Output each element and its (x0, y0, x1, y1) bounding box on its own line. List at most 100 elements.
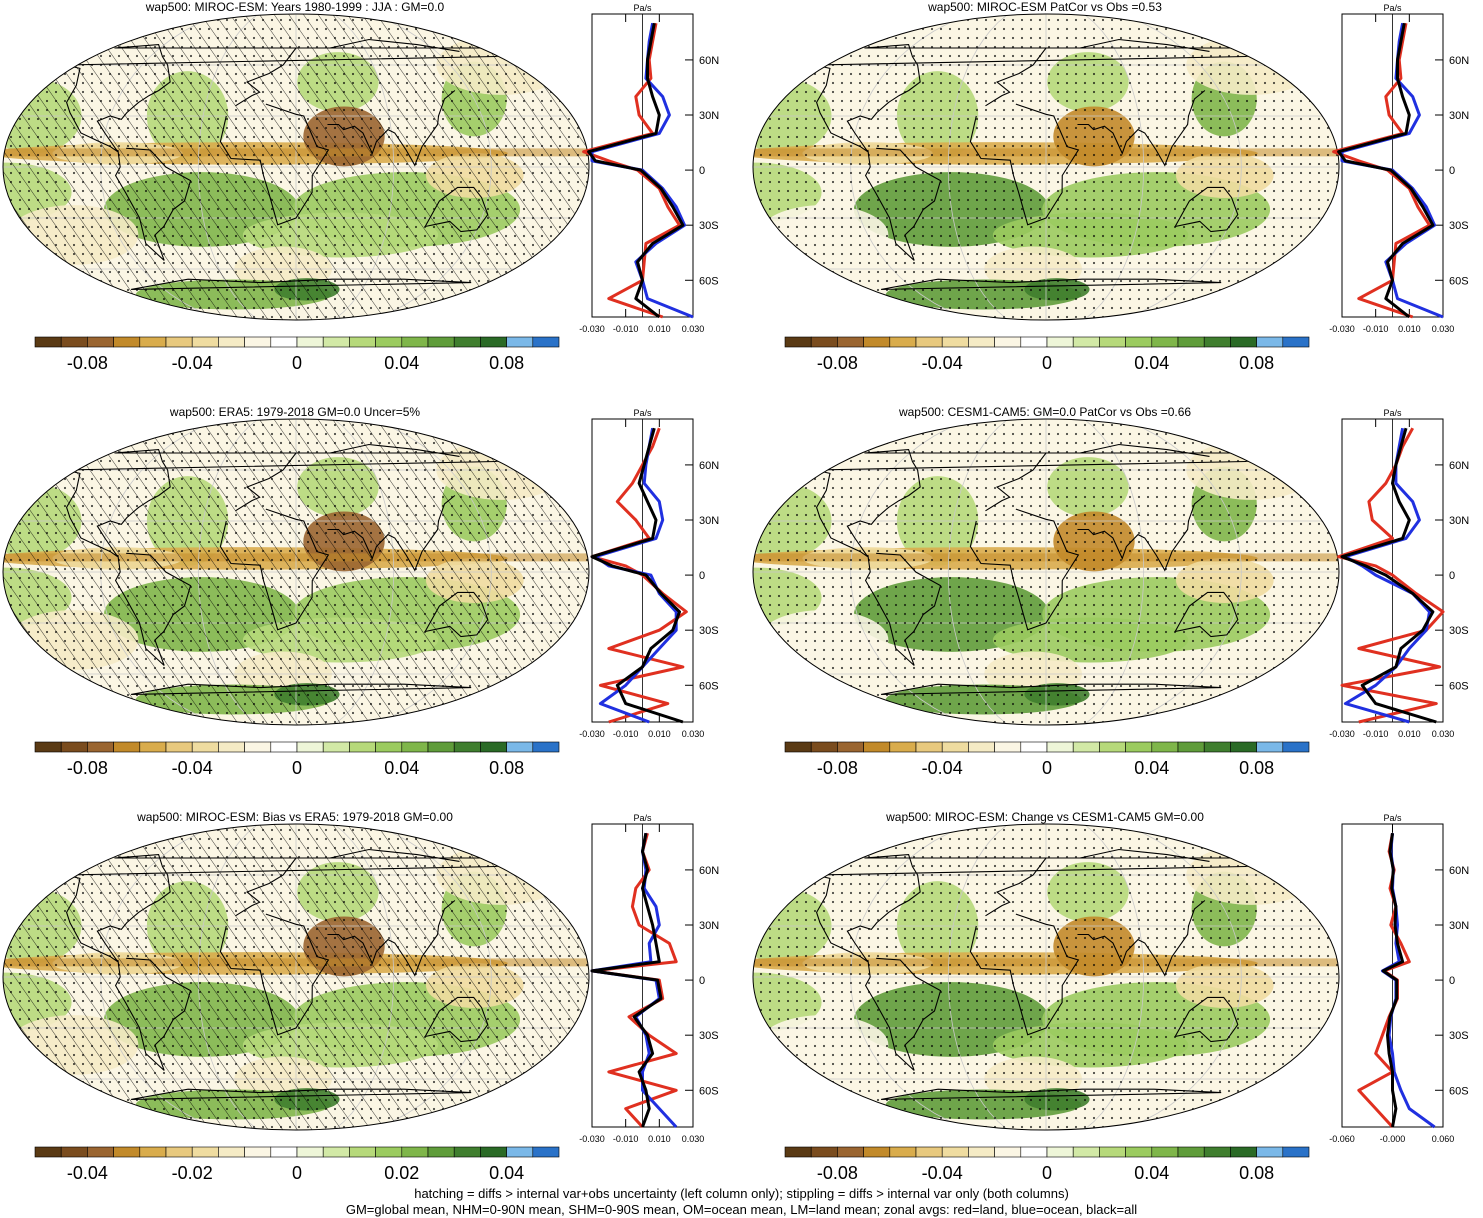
colorbar-swatch (296, 1146, 324, 1158)
panel-4: wap500: CESM1-CAM5: GM=0.0 PatCor vs Obs… (750, 405, 1483, 810)
colorbar-swatch (34, 741, 62, 753)
profile-y-tick-label: 30N (1449, 515, 1469, 527)
colorbar-swatch (427, 336, 455, 348)
profile-line-land (1332, 22, 1431, 319)
profile-unit: Pa/s (1383, 408, 1402, 418)
colorbar-swatch (1203, 336, 1231, 348)
colorbar-swatch (1046, 741, 1074, 753)
colorbar-swatch (1125, 336, 1153, 348)
colorbar-tick-label: -0.08 (67, 758, 108, 778)
colorbar-swatch (915, 336, 943, 348)
colorbar-swatch (863, 336, 891, 348)
map-field (3, 419, 589, 725)
colorbar-swatch (401, 1146, 429, 1158)
colorbar-swatch (1282, 336, 1310, 348)
colorbar-swatch (1282, 1146, 1310, 1158)
colorbar-swatch (270, 1146, 298, 1158)
colorbar-tick-label: -0.02 (172, 1163, 213, 1183)
colorbar-swatch (1230, 1146, 1257, 1158)
colorbar-swatch (296, 741, 324, 753)
profile-x-tick-label: 0.060 (1432, 1134, 1455, 1144)
profile-x-tick-label: 0.030 (682, 324, 705, 334)
colorbar-swatch (165, 336, 193, 348)
profile-x-tick-label: -0.000 (1380, 1134, 1406, 1144)
colorbar-swatch (1203, 1146, 1231, 1158)
colorbar-swatch (349, 336, 376, 348)
profile-y-tick-label: 60N (1449, 55, 1469, 67)
colorbar-tick-label: 0.04 (1134, 353, 1169, 373)
colorbar-tick-label: 0.04 (1134, 1163, 1169, 1183)
panel-5: wap500: MIROC-ESM: Bias vs ERA5: 1979-20… (0, 810, 741, 1215)
colorbar-swatch (1230, 336, 1257, 348)
colorbar-swatch (218, 741, 245, 753)
colorbar-tick-label: 0 (292, 353, 302, 373)
profile-x-tick-label: -0.010 (613, 729, 639, 739)
panel-title: wap500: MIROC-ESM: Change vs CESM1-CAM5 … (886, 810, 1204, 824)
profile-x-tick-label: -0.010 (613, 1134, 639, 1144)
colorbar-swatch (810, 1146, 838, 1158)
colorbar-swatch (506, 741, 534, 753)
colorbar-swatch (270, 741, 298, 753)
profile-y-tick-label: 0 (699, 570, 705, 582)
colorbar-tick-label: 0 (292, 1163, 302, 1183)
panel-graphics: Pa/s -0.030 -0.010 0.010 0.030 60N 30N 0 30S 60S -… (2, 3, 719, 373)
stippling-overlay (753, 419, 1339, 725)
colorbar-swatch (34, 1146, 62, 1158)
profile-x-tick-label: 0.010 (648, 1134, 671, 1144)
colorbar-tick-label: 0.04 (1134, 758, 1169, 778)
colorbar-swatch (889, 1146, 917, 1158)
profile-x-tick-label: -0.030 (1329, 324, 1355, 334)
colorbar-swatch (837, 336, 864, 348)
colorbar-swatch (506, 336, 534, 348)
colorbar-swatch (87, 336, 114, 348)
colorbar-swatch (244, 741, 272, 753)
map-field (753, 14, 1339, 320)
colorbar-tick-label: 0 (1042, 758, 1052, 778)
profile-line-land (590, 832, 678, 1129)
colorbar-swatch (889, 336, 917, 348)
panel-graphics: Pa/s -0.030 -0.010 0.010 0.030 60N 30N 0 30S 60S -… (2, 408, 719, 778)
colorbar-tick-label: 0 (292, 758, 302, 778)
colorbar-tick-label: -0.08 (817, 1163, 858, 1183)
colorbar-tick-label: 0.08 (1239, 353, 1274, 373)
map-outline (752, 823, 1340, 1131)
profile-y-tick-label: 0 (699, 975, 705, 987)
colorbar-swatch (244, 336, 272, 348)
panel-graphics: Pa/s -0.030 -0.010 0.010 0.030 60N 30N 0 30S 60S -… (2, 813, 719, 1183)
profile-unit: Pa/s (633, 813, 652, 823)
colorbar-swatch (968, 1146, 995, 1158)
colorbar-swatch (889, 741, 917, 753)
colorbar-swatch (60, 336, 88, 348)
hatching-overlay (3, 419, 589, 725)
profile-x-tick-label: 0.010 (648, 729, 671, 739)
colorbar-swatch (941, 1146, 969, 1158)
profile-x-tick-label: 0.030 (1432, 324, 1455, 334)
colorbar-swatch (480, 741, 507, 753)
profile-y-tick-label: 30N (699, 515, 719, 527)
profile-unit: Pa/s (1383, 813, 1402, 823)
colorbar-tick-label: -0.04 (922, 758, 963, 778)
colorbar-swatch (60, 741, 88, 753)
colorbar-swatch (837, 741, 864, 753)
colorbar-swatch (375, 336, 403, 348)
profile-y-tick-label: 30S (1449, 1030, 1469, 1042)
profile-line-land (582, 22, 681, 319)
colorbar-swatch (401, 741, 429, 753)
hatching-overlay (3, 824, 589, 1130)
colorbar-swatch (34, 336, 62, 348)
colorbar-tick-label: 0.08 (1239, 758, 1274, 778)
map-field (753, 824, 1339, 1130)
map-field (753, 419, 1339, 725)
profile-line-all (590, 832, 663, 1128)
colorbar-swatch (270, 336, 298, 348)
colorbar-swatch (1177, 741, 1205, 753)
colorbar-swatch (784, 1146, 812, 1158)
colorbar-swatch (113, 336, 141, 348)
colorbar-tick-label: 0.04 (489, 1163, 524, 1183)
profile-x-tick-label: -0.010 (1363, 729, 1389, 739)
colorbar-tick-label: -0.04 (172, 758, 213, 778)
colorbar-tick-label: -0.08 (67, 353, 108, 373)
colorbar-swatch (139, 1146, 167, 1158)
panel-title: wap500: ERA5: 1979-2018 GM=0.0 Uncer=5% (169, 405, 421, 419)
colorbar-swatch (1099, 336, 1126, 348)
